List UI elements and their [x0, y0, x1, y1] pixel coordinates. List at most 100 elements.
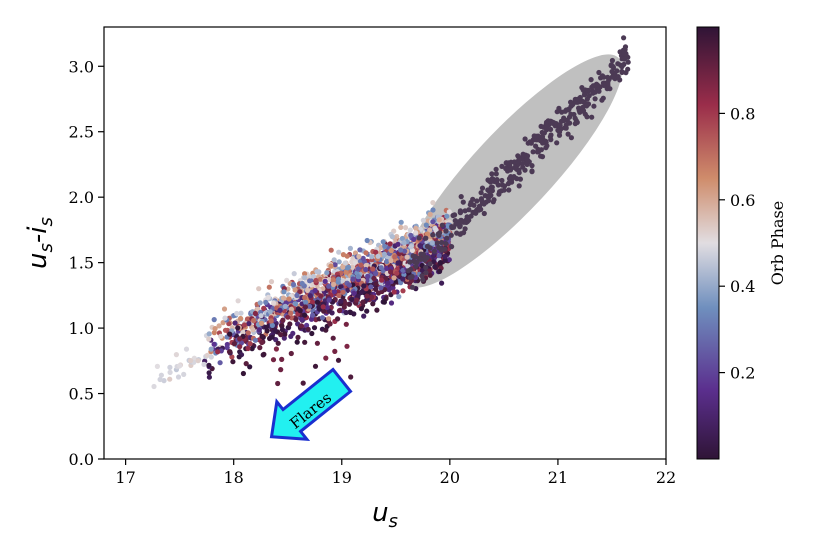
scatter-point [151, 383, 157, 390]
scatter-point [619, 68, 625, 75]
scatter-point [332, 348, 338, 354]
scatter-point [368, 284, 374, 290]
scatter-point [590, 90, 596, 96]
scatter-point [495, 182, 501, 188]
scatter-point [364, 237, 370, 244]
scatter-point [423, 235, 429, 241]
scatter-point [363, 266, 369, 273]
scatter-point [349, 264, 356, 270]
scatter-point [485, 187, 491, 193]
scatter-point [364, 293, 370, 299]
scatter-point [417, 243, 423, 249]
scatter-point [280, 295, 287, 301]
scatter-point [275, 380, 281, 387]
scatter-point [398, 219, 404, 225]
scatter-point [418, 256, 424, 262]
scatter-point [216, 323, 222, 329]
scatter-point [326, 316, 332, 322]
y-axis: 0.0 0.5 1.0 1.5 2.0 2.5 3.0 [69, 57, 104, 469]
scatter-point [548, 137, 554, 143]
scatter-point [258, 313, 264, 319]
scatter-point [373, 281, 379, 287]
scatter-point [373, 249, 379, 255]
scatter-point [381, 299, 387, 305]
scatter-point [208, 346, 214, 352]
scatter-point [409, 273, 415, 280]
scatter-point [336, 249, 342, 255]
scatter-point [361, 283, 367, 289]
scatter-point [621, 35, 627, 41]
scatter-point [527, 139, 533, 145]
scatter-point [206, 374, 212, 380]
scatter-point [409, 284, 415, 290]
scatter-point [533, 143, 539, 149]
scatter-point [379, 277, 385, 283]
scatter-point [363, 263, 369, 269]
scatter-point [589, 84, 595, 90]
scatter-point [439, 222, 445, 228]
scatter-point [524, 156, 530, 162]
scatter-point [522, 136, 528, 142]
scatter-point [407, 259, 413, 265]
scatter-point [345, 265, 351, 271]
scatter-point [275, 340, 281, 346]
scatter-point [279, 356, 285, 362]
scatter-point [282, 303, 288, 309]
y-tick-label: 0.5 [69, 385, 94, 404]
scatter-point [230, 359, 236, 365]
scatter-point [243, 361, 249, 367]
scatter-point [181, 371, 187, 377]
scatter-points [151, 35, 631, 390]
scatter-point [588, 77, 594, 83]
x-axis: 17 18 19 20 21 22 [115, 459, 676, 487]
y-tick-label: 1.0 [69, 319, 94, 338]
scatter-point [314, 299, 320, 305]
scatter-point [299, 280, 305, 287]
scatter-point [311, 273, 317, 279]
scatter-point [539, 154, 546, 160]
scatter-point [238, 315, 244, 322]
x-tick-label: 22 [656, 468, 676, 487]
scatter-point [609, 69, 615, 75]
scatter-point [408, 244, 414, 250]
scatter-point [347, 245, 353, 251]
scatter-point [158, 372, 164, 378]
scatter-point [259, 333, 265, 339]
scatter-point [465, 215, 471, 221]
scatter-point [439, 239, 445, 246]
scatter-point [236, 354, 242, 360]
scatter-point [442, 253, 448, 260]
scatter-point [308, 316, 315, 322]
scatter-point [246, 321, 252, 327]
scatter-point [439, 280, 445, 286]
scatter-point [506, 187, 512, 193]
scatter-point [195, 358, 201, 364]
scatter-point [571, 111, 577, 118]
scatter-point [297, 289, 303, 295]
scatter-point [218, 333, 224, 339]
scatter-point [423, 222, 429, 228]
scatter-point [574, 119, 580, 125]
scatter-point [285, 314, 291, 320]
scatter-point [330, 335, 336, 341]
scatter-point [400, 288, 406, 294]
scatter-point [388, 269, 394, 275]
scatter-point [499, 163, 505, 169]
scatter-point [413, 263, 419, 269]
scatter-point [260, 352, 266, 358]
scatter-point [326, 297, 332, 303]
scatter-point [374, 307, 380, 313]
x-tick-label: 17 [115, 468, 135, 487]
scatter-point [343, 269, 349, 275]
scatter-point [157, 376, 163, 383]
scatter-point [294, 292, 300, 299]
scatter-point [326, 283, 332, 289]
scatter-point [371, 275, 377, 281]
y-tick-label: 0.0 [69, 450, 94, 469]
scatter-point [481, 201, 487, 207]
scatter-point [539, 129, 545, 136]
scatter-point [446, 209, 452, 215]
scatter-point [430, 232, 436, 238]
scatter-point [474, 198, 480, 204]
scatter-point [272, 327, 278, 333]
